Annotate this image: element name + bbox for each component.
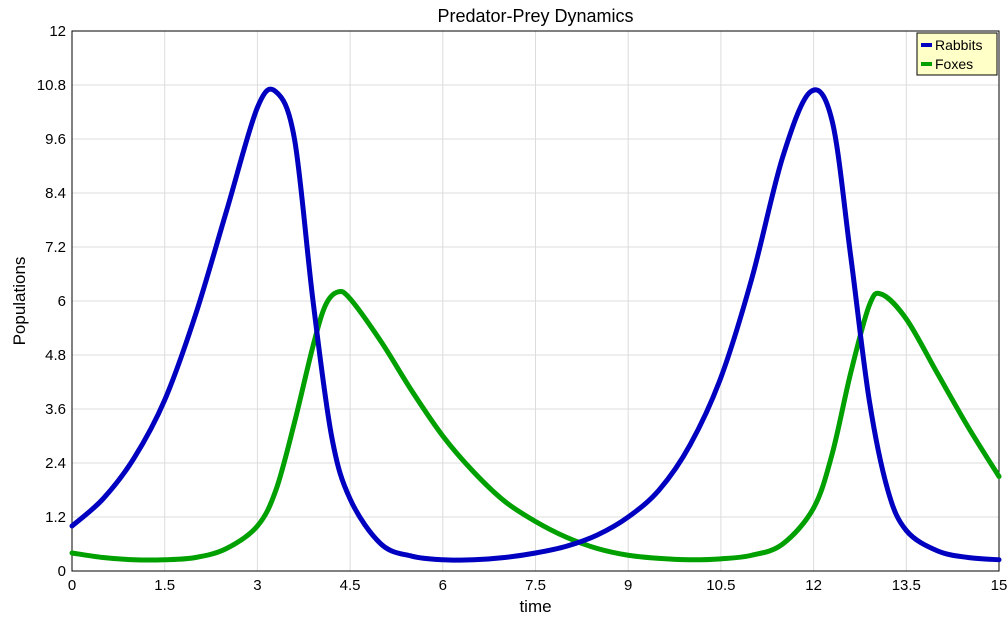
y-tick-label: 0: [58, 563, 66, 580]
foxes-series-line: [69, 288, 1002, 563]
x-tick-label: 15: [991, 577, 1007, 594]
legend-label-foxes: Foxes: [935, 56, 973, 72]
x-tick-label: 9: [624, 577, 632, 594]
y-axis-label: Populations: [10, 257, 29, 346]
y-tick-label: 1.2: [45, 509, 66, 526]
legend-box: [916, 32, 998, 76]
x-tick-label: 10.5: [706, 577, 735, 594]
x-tick-label: 13.5: [892, 577, 921, 594]
y-tick-label: 3.6: [45, 401, 66, 418]
x-tick-label: 4.5: [340, 577, 361, 594]
legend: Rabbits Foxes: [916, 32, 998, 76]
plot-area: [71, 30, 1000, 572]
rabbits-series-line: [69, 86, 1002, 563]
series-lines: [69, 86, 1002, 563]
x-tick-label: 1.5: [154, 577, 175, 594]
x-tick-label: 7.5: [525, 577, 546, 594]
legend-label-rabbits: Rabbits: [935, 37, 982, 53]
x-tick-label: 3: [253, 577, 261, 594]
x-axis-label: time: [519, 597, 551, 616]
y-tick-label: 6: [58, 293, 66, 310]
axis-ticks: 0 1.5 3 4.5 6 7.5 9 10.5 12 13.5 15 0 1.2 2.4 3.6 4.8 6 7…: [37, 23, 1007, 594]
x-tick-label: 0: [68, 577, 76, 594]
x-tick-label: 12: [805, 577, 822, 594]
y-tick-label: 12: [49, 23, 66, 40]
y-tick-label: 2.4: [45, 455, 66, 472]
y-tick-label: 8.4: [45, 185, 66, 202]
y-tick-label: 9.6: [45, 131, 66, 148]
y-tick-label: 7.2: [45, 239, 66, 256]
chart-title: Predator-Prey Dynamics: [437, 6, 633, 26]
grid-lines: [71, 30, 1000, 572]
y-tick-label: 10.8: [37, 77, 66, 94]
x-tick-label: 6: [439, 577, 447, 594]
y-tick-label: 4.8: [45, 347, 66, 364]
